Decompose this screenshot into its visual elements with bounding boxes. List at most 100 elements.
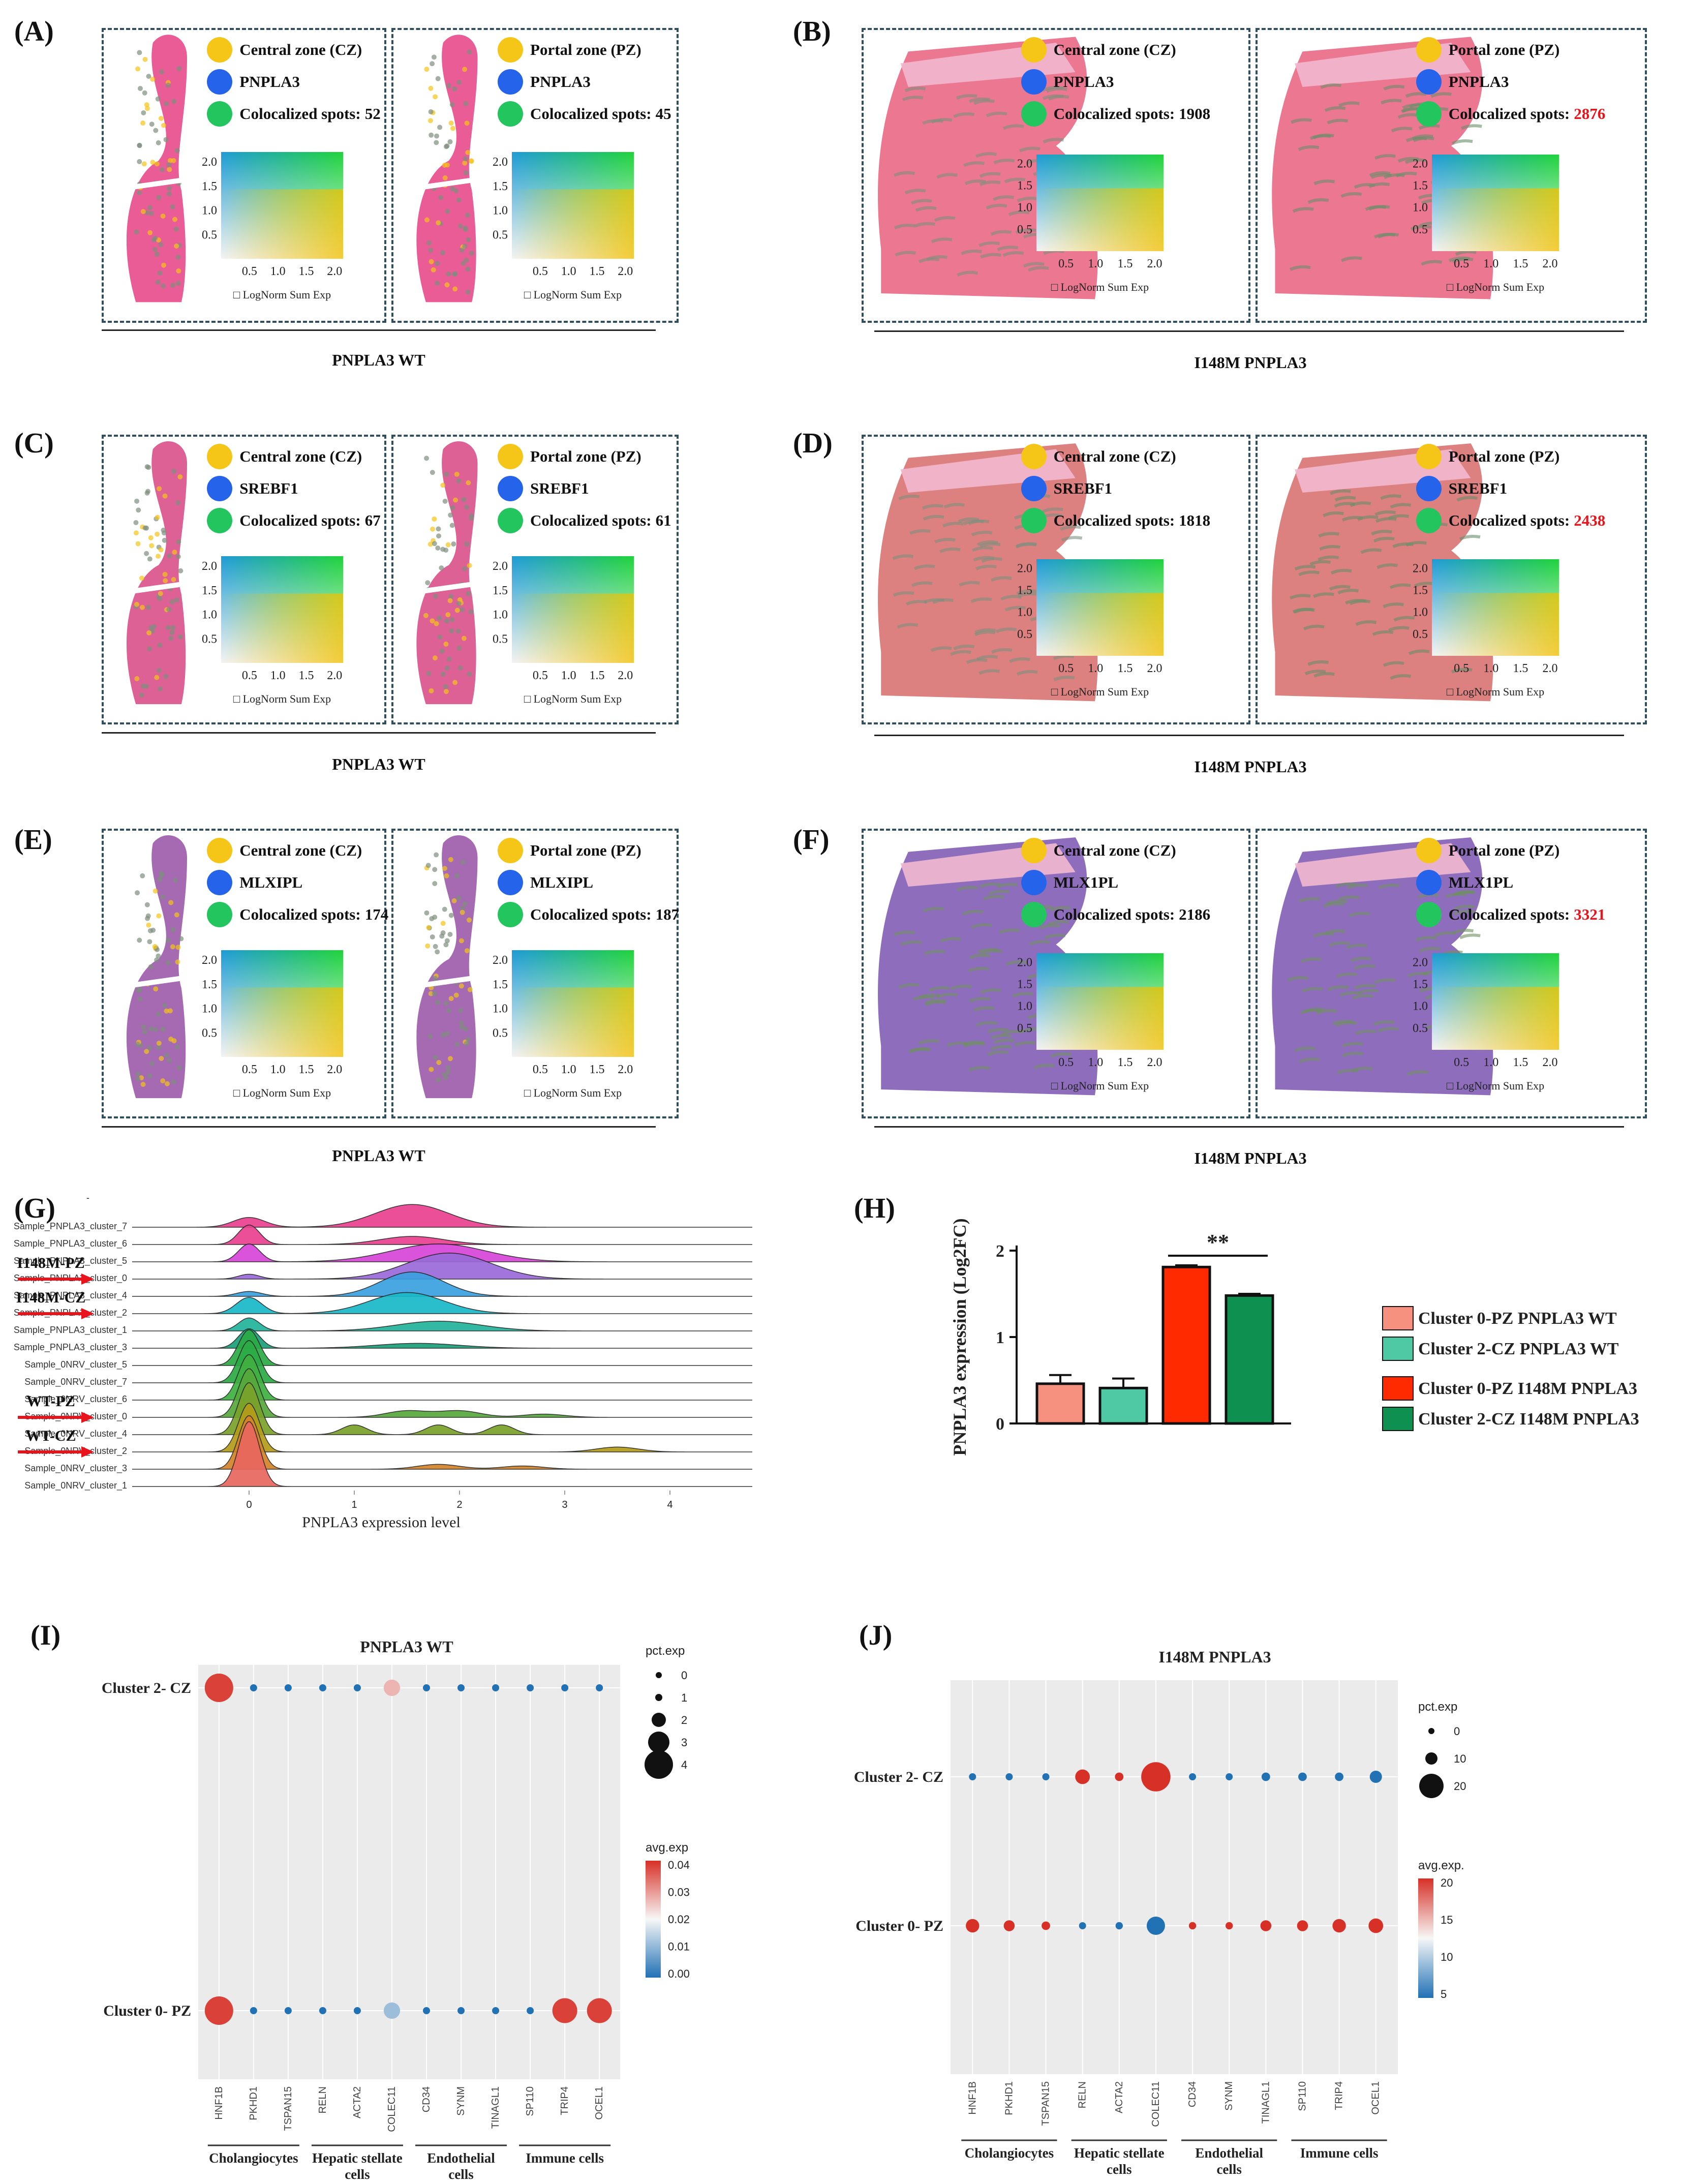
- legend-text: Portal zone (PZ): [1449, 841, 1560, 860]
- tissue-spot: [435, 949, 440, 954]
- group-label: cells: [1216, 2162, 1241, 2177]
- gene-label: SP110: [525, 2086, 536, 2116]
- expression-dot: [1298, 1773, 1307, 1781]
- legend-row: Colocalized spots: 2876: [1416, 101, 1606, 127]
- legend-row: PNPLA3: [1021, 69, 1114, 95]
- tissue-spot: [432, 915, 437, 920]
- legend-text: PNPLA3: [1449, 73, 1509, 91]
- dot-plot-i148m: I148M PNPLA3Cluster 2- CZCluster 0- PZHN…: [813, 1622, 1683, 2181]
- blend-xlabel: □ LogNorm Sum Exp: [1446, 1079, 1544, 1092]
- tissue-spot: [142, 161, 147, 166]
- y-tick: 1.0: [1413, 606, 1428, 619]
- legend-text: SREBF1: [239, 479, 298, 498]
- pct-legend-tick: 1: [681, 1691, 687, 1704]
- y-tick: 2.0: [493, 954, 508, 967]
- x-tick: 1.5: [590, 1063, 605, 1076]
- tissue-spot: [176, 66, 181, 71]
- x-tick: 2: [456, 1499, 462, 1510]
- blend-yellow: [1432, 593, 1559, 656]
- y-tick: 2.0: [202, 560, 217, 573]
- tissue-spot: [149, 211, 154, 216]
- tissue-spot: [138, 996, 143, 1002]
- tissue-spot: [159, 548, 164, 553]
- tissue-spot: [146, 923, 151, 928]
- x-tick: 1.0: [1088, 662, 1104, 675]
- x-tick: 1.5: [1118, 1056, 1133, 1069]
- legend-row: Colocalized spots: 52: [207, 101, 381, 127]
- expression-dot: [1189, 1922, 1196, 1929]
- group-label: Cholangiocytes: [209, 2150, 298, 2166]
- tissue-spot: [171, 1079, 176, 1084]
- tissue-spot: [163, 137, 168, 142]
- zone-dot: [1416, 444, 1442, 469]
- blend-yellow: [512, 594, 634, 663]
- x-tick: 1.0: [1483, 1056, 1498, 1069]
- legend-row: Colocalized spots: 67: [207, 508, 381, 533]
- legend-row: PNPLA3: [1416, 69, 1509, 95]
- x-tick: 1.5: [590, 669, 605, 682]
- tissue-spot: [142, 1029, 147, 1035]
- tissue-spot: [134, 499, 139, 504]
- ridge-label: Sample_PNPLA3_cluster_6: [14, 1238, 127, 1249]
- tissue-spot: [442, 163, 447, 168]
- tissue-spot: [157, 486, 162, 491]
- y-tick: 1.5: [202, 179, 217, 193]
- panel-caption: I148M PNPLA3: [1098, 353, 1403, 372]
- coloc-dot: [1416, 508, 1442, 533]
- tissue-spot: [167, 167, 172, 172]
- tissue-spot: [460, 607, 465, 612]
- tissue-streak: [1460, 935, 1480, 937]
- ridge-label: Sample_PNPLA3_cluster_1: [14, 1325, 127, 1336]
- legend-text: Colocalized spots:: [1449, 105, 1570, 123]
- tissue-spot: [170, 944, 175, 949]
- legend-row: Central zone (CZ): [207, 444, 362, 469]
- tissue-spot: [442, 907, 447, 912]
- tissue-spot: [441, 921, 446, 926]
- legend-text: Central zone (CZ): [1054, 447, 1176, 466]
- zone-dot: [498, 37, 523, 63]
- tissue-spot: [448, 1056, 453, 1061]
- legend-text: MLX1PL: [1449, 873, 1513, 892]
- expression-dot: [1368, 1919, 1383, 1933]
- y-tick: 0.5: [202, 228, 217, 241]
- x-tick: 0.5: [533, 265, 548, 278]
- tissue-spot: [142, 57, 147, 62]
- tissue-spot: [442, 866, 447, 871]
- tissue-spot: [450, 523, 455, 528]
- tissue-spot: [162, 530, 167, 535]
- tissue-spot: [453, 188, 458, 193]
- avg-legend-tick: 20: [1441, 1876, 1453, 1889]
- tissue-spot: [178, 936, 183, 941]
- y-tick: 0.5: [202, 633, 217, 646]
- tissue-spot: [445, 209, 450, 214]
- legend-label: Cluster 2-CZ I148M PNPLA3: [1418, 1410, 1639, 1429]
- tissue-spot: [171, 625, 176, 630]
- avg-legend-tick: 0.01: [668, 1940, 690, 1953]
- tissue-spot: [468, 987, 473, 992]
- tissue-spot: [440, 250, 445, 255]
- x-tick: 1.5: [590, 265, 605, 278]
- tissue-spot: [436, 1060, 441, 1065]
- tissue-spot: [436, 526, 441, 531]
- tissue-spot: [440, 483, 445, 488]
- zone-dot: [207, 37, 232, 63]
- tissue-spot: [463, 101, 468, 106]
- tissue-spot: [459, 983, 464, 988]
- x-tick: 1.5: [1513, 257, 1528, 270]
- tissue-spot: [429, 1067, 434, 1072]
- tissue-spot: [145, 491, 150, 496]
- tissue-spot: [449, 120, 454, 126]
- gene-label: COLEC11: [1150, 2081, 1161, 2127]
- tissue-spot: [452, 86, 457, 92]
- caption-rule: [874, 735, 1624, 736]
- expression-dot: [1335, 1773, 1343, 1781]
- tissue-spot: [464, 505, 469, 510]
- pct-legend-tick: 10: [1454, 1752, 1466, 1765]
- tissue-spot: [149, 543, 154, 548]
- tissue-spot: [456, 80, 462, 85]
- y-tick: 1.0: [493, 1003, 508, 1016]
- gene-dot: [498, 476, 523, 501]
- tissue-spot: [157, 668, 162, 673]
- avg-legend-tick: 0.02: [668, 1913, 690, 1926]
- ridge-label: Sample_0NRV_cluster_3: [24, 1463, 127, 1474]
